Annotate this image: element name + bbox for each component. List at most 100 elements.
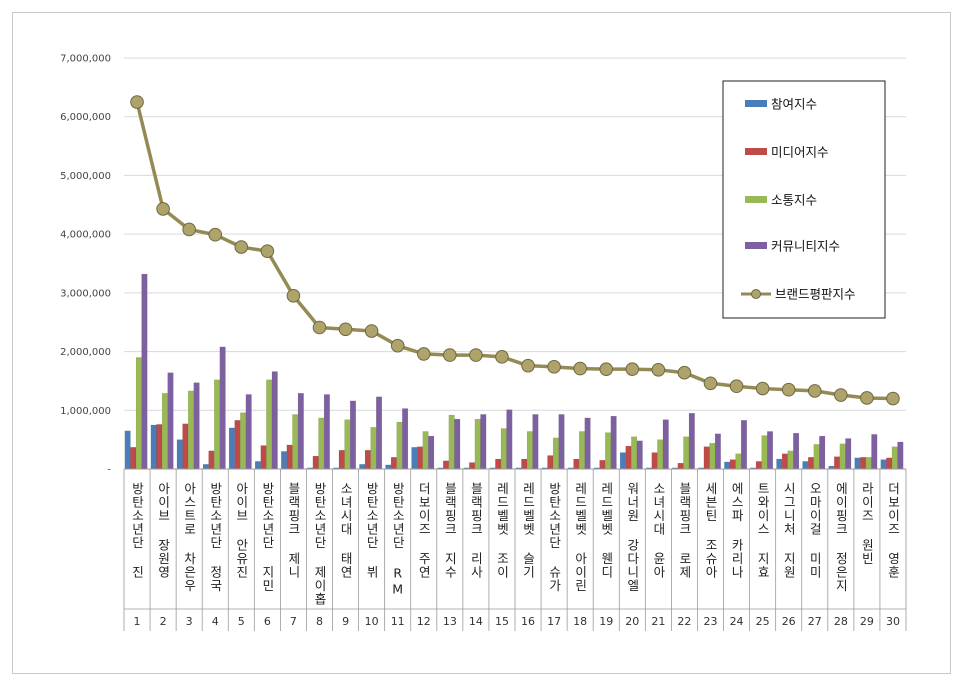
bar-1 bbox=[281, 451, 288, 470]
y-tick-label: 3,000,000 bbox=[60, 288, 111, 299]
category-label: 워너원 강다니엘 bbox=[625, 482, 640, 593]
bar-4 bbox=[767, 431, 774, 470]
line-point bbox=[286, 288, 301, 303]
rank-label: 22 bbox=[677, 615, 691, 628]
bar-2 bbox=[182, 423, 189, 470]
rank-label: 7 bbox=[290, 615, 297, 628]
rank-label: 20 bbox=[625, 615, 639, 628]
bar-2 bbox=[521, 458, 528, 470]
line-point bbox=[443, 348, 457, 362]
bar-1 bbox=[619, 452, 626, 470]
bar-3 bbox=[735, 453, 742, 470]
rank-label: 3 bbox=[186, 615, 193, 628]
bar-3 bbox=[474, 418, 481, 470]
bar-3 bbox=[891, 446, 898, 470]
rank-label: 1 bbox=[134, 615, 141, 628]
rank-label: 6 bbox=[264, 615, 271, 628]
bar-2 bbox=[755, 461, 762, 470]
bar-2 bbox=[573, 458, 580, 470]
category-label: 에이핑크 정은지 bbox=[833, 482, 848, 593]
bar-3 bbox=[605, 432, 612, 470]
bar-3 bbox=[292, 414, 299, 470]
bar-2 bbox=[807, 457, 814, 470]
bar-1 bbox=[124, 430, 131, 470]
category-label: 레드벨벳 슬기 bbox=[521, 482, 536, 579]
bar-4 bbox=[636, 440, 643, 470]
bar-3 bbox=[266, 379, 273, 470]
bar-4 bbox=[506, 409, 513, 470]
bar-4 bbox=[793, 432, 800, 470]
bar-2 bbox=[703, 446, 710, 470]
rank-label: 11 bbox=[391, 615, 405, 628]
bar-4 bbox=[271, 371, 278, 470]
category-label: 블랙핑크 지수 bbox=[442, 482, 457, 579]
bar-3 bbox=[552, 437, 559, 470]
line-point bbox=[364, 324, 379, 338]
rank-label: 14 bbox=[469, 615, 483, 628]
line-point bbox=[495, 350, 509, 364]
bar-2 bbox=[860, 457, 867, 470]
bar-3 bbox=[318, 417, 325, 470]
category-label: 방탄소년단 정국 bbox=[208, 482, 223, 593]
bar-4 bbox=[376, 396, 383, 470]
y-tick-label: 1,000,000 bbox=[60, 406, 111, 417]
bar-2 bbox=[390, 457, 397, 470]
rank-label: 24 bbox=[730, 615, 744, 628]
bar-1 bbox=[359, 464, 366, 470]
line-point bbox=[781, 382, 796, 397]
category-label: 방탄소년단 RM bbox=[390, 482, 405, 598]
bar-2 bbox=[781, 453, 788, 470]
category-label: 소녀시대 윤아 bbox=[651, 482, 666, 579]
line-point bbox=[521, 358, 535, 373]
bar-4 bbox=[402, 408, 409, 470]
line-point bbox=[312, 320, 327, 335]
line-point bbox=[651, 362, 666, 377]
legend-label: 미디어지수 bbox=[771, 145, 829, 160]
category-label: 방탄소년단 제이홉 bbox=[312, 482, 327, 606]
category-label: 소녀시대 태연 bbox=[338, 482, 353, 579]
bar-1 bbox=[150, 424, 157, 470]
bar-2 bbox=[547, 455, 554, 470]
bar-4 bbox=[245, 394, 252, 470]
category-label: 레드벨벳 웬디 bbox=[599, 482, 614, 579]
bar-2 bbox=[599, 459, 606, 470]
category-label: 더보이즈 영훈 bbox=[885, 482, 900, 579]
bar-1 bbox=[202, 464, 209, 470]
line-point bbox=[755, 381, 770, 396]
bar-2 bbox=[130, 447, 137, 470]
rank-label: 29 bbox=[860, 615, 874, 628]
line-point bbox=[886, 391, 900, 406]
category-label: 방탄소년단 슈가 bbox=[547, 482, 562, 593]
rank-label: 16 bbox=[521, 615, 535, 628]
bar-3 bbox=[500, 428, 507, 470]
line-point bbox=[390, 338, 405, 353]
line-point bbox=[677, 365, 692, 380]
x-axis: 방탄소년단 진 1 아이브 장원영 2 아스트로 차은우 3 방탄소년단 정국 4 아이브 안유… bbox=[123, 468, 907, 631]
line-point bbox=[338, 322, 353, 337]
line-point bbox=[469, 348, 483, 362]
bar-1 bbox=[880, 459, 887, 470]
bar-1 bbox=[854, 457, 861, 470]
category-label: 세븐틴 조슈아 bbox=[703, 482, 718, 579]
rank-label: 23 bbox=[704, 615, 718, 628]
line-point bbox=[729, 379, 744, 394]
bar-3 bbox=[214, 379, 221, 470]
category-label: 시그니처 지원 bbox=[781, 482, 796, 579]
bar-2 bbox=[886, 457, 893, 470]
bar-2 bbox=[312, 455, 319, 470]
line-point bbox=[834, 388, 848, 402]
bar-1 bbox=[254, 461, 261, 470]
line-point bbox=[807, 384, 822, 398]
category-label: 아이브 장원영 bbox=[156, 482, 171, 579]
bar-2 bbox=[208, 450, 215, 470]
line-point bbox=[416, 347, 431, 361]
bar-2 bbox=[364, 450, 371, 470]
y-tick-label: 5,000,000 bbox=[60, 171, 111, 182]
bar-3 bbox=[526, 431, 533, 470]
rank-label: 10 bbox=[365, 615, 379, 628]
bar-3 bbox=[761, 435, 768, 470]
bar-4 bbox=[714, 433, 721, 470]
category-label: 블랙핑크 로제 bbox=[677, 482, 692, 579]
rank-label: 13 bbox=[443, 615, 457, 628]
bar-4 bbox=[219, 346, 226, 470]
